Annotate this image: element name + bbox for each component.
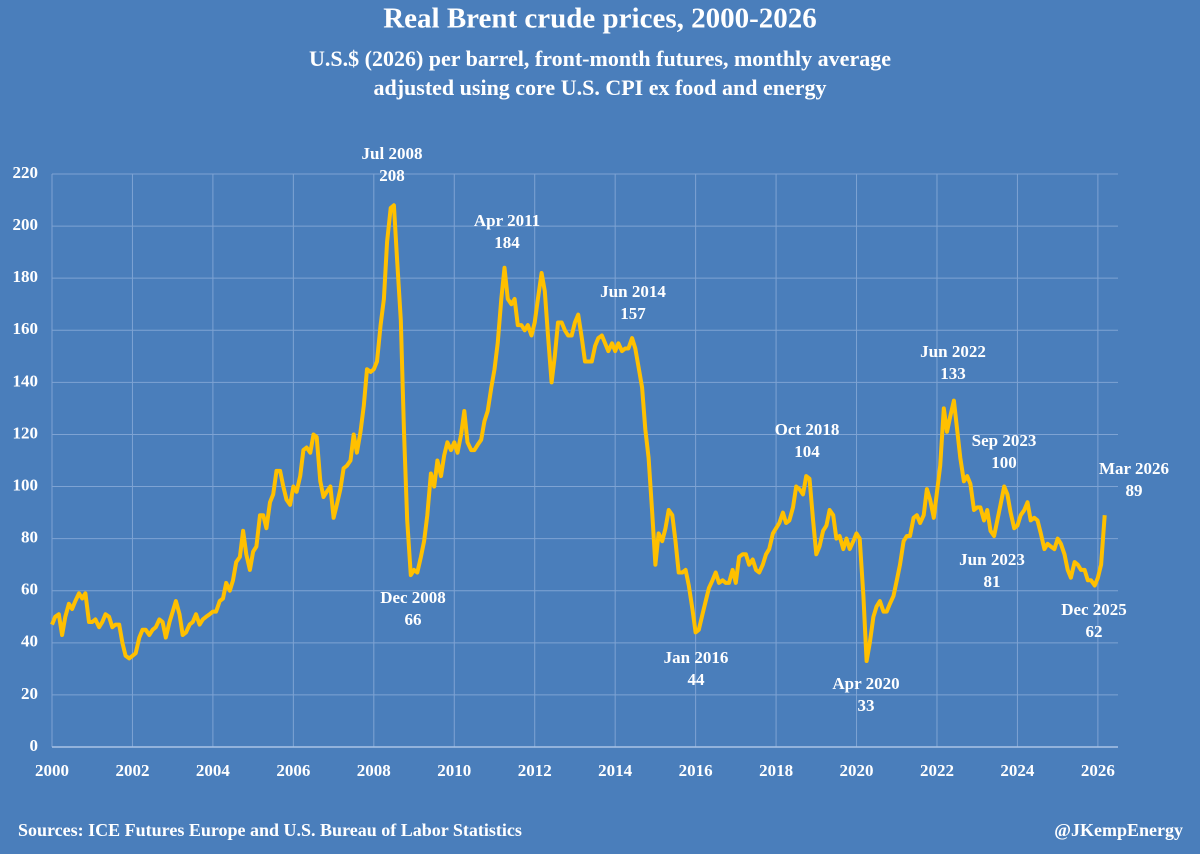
chart-title: Real Brent crude prices, 2000-2026 <box>383 3 817 35</box>
chart-subtitle-2: adjusted using core U.S. CPI ex food and… <box>373 75 826 100</box>
y-tick-label: 140 <box>13 371 39 390</box>
x-tick-label: 2014 <box>598 761 633 780</box>
annotation-value: 33 <box>858 696 875 715</box>
price-line <box>50 203 1107 663</box>
annotation-value: 133 <box>940 364 966 383</box>
credit: @JKempEnergy <box>1054 820 1183 840</box>
annotation-label: Dec 2025 <box>1061 600 1127 619</box>
annotation-value: 44 <box>688 670 706 689</box>
x-tick-label: 2002 <box>115 761 149 780</box>
annotation-label: Jun 2023 <box>959 550 1025 569</box>
annotation-label: Jun 2022 <box>920 342 986 361</box>
annotation-label: Dec 2008 <box>380 588 446 607</box>
y-tick-label: 40 <box>21 632 38 651</box>
x-tick-label: 2020 <box>840 761 874 780</box>
annotation-label: Apr 2020 <box>832 674 899 693</box>
y-tick-label: 200 <box>13 215 39 234</box>
y-tick-label: 100 <box>13 475 39 494</box>
annotation-value: 104 <box>794 442 820 461</box>
x-tick-label: 2000 <box>35 761 69 780</box>
y-tick-label: 20 <box>21 684 38 703</box>
annotation-label: Apr 2011 <box>474 211 540 230</box>
annotation-value: 89 <box>1126 481 1143 500</box>
y-tick-label: 60 <box>21 580 38 599</box>
annotation-value: 66 <box>405 610 422 629</box>
x-tick-label: 2012 <box>518 761 552 780</box>
annotation-label: Oct 2018 <box>775 420 840 439</box>
y-tick-label: 220 <box>13 163 39 182</box>
y-tick-label: 80 <box>21 528 38 547</box>
y-tick-label: 180 <box>13 267 39 286</box>
x-tick-label: 2022 <box>920 761 954 780</box>
x-tick-label: 2008 <box>357 761 391 780</box>
x-tick-label: 2004 <box>196 761 231 780</box>
annotation-label: Jan 2016 <box>664 648 729 667</box>
y-tick-label: 120 <box>13 423 39 442</box>
x-tick-label: 2010 <box>437 761 471 780</box>
annotation-label: Jun 2014 <box>600 282 666 301</box>
annotation-value: 208 <box>379 166 405 185</box>
x-tick-label: 2006 <box>276 761 310 780</box>
annotation-value: 184 <box>494 233 520 252</box>
annotation-value: 157 <box>620 304 646 323</box>
annotation-value: 100 <box>991 453 1017 472</box>
y-tick-label: 160 <box>13 319 39 338</box>
annotation-value: 62 <box>1086 622 1103 641</box>
x-tick-label: 2018 <box>759 761 793 780</box>
source-note: Sources: ICE Futures Europe and U.S. Bur… <box>18 820 522 840</box>
annotation-label: Mar 2026 <box>1099 459 1169 478</box>
y-tick-label: 0 <box>30 736 39 755</box>
x-tick-label: 2024 <box>1000 761 1035 780</box>
x-tick-label: 2016 <box>679 761 713 780</box>
x-tick-label: 2026 <box>1081 761 1115 780</box>
annotation-value: 81 <box>984 572 1001 591</box>
annotation-label: Sep 2023 <box>972 431 1037 450</box>
chart-subtitle: U.S.$ (2026) per barrel, front-month fut… <box>309 46 891 71</box>
annotation-label: Jul 2008 <box>362 144 423 163</box>
